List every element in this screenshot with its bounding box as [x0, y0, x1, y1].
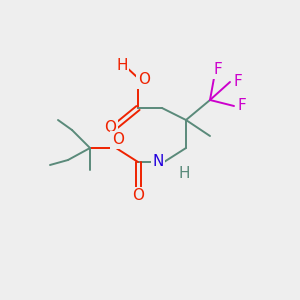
- Text: N: N: [152, 154, 164, 169]
- Text: F: F: [214, 62, 222, 77]
- Text: O: O: [112, 133, 124, 148]
- Text: F: F: [234, 74, 242, 89]
- Text: H: H: [116, 58, 128, 73]
- Text: O: O: [132, 188, 144, 203]
- Text: O: O: [104, 121, 116, 136]
- Text: H: H: [178, 167, 190, 182]
- Text: O: O: [138, 73, 150, 88]
- Text: F: F: [238, 98, 246, 113]
